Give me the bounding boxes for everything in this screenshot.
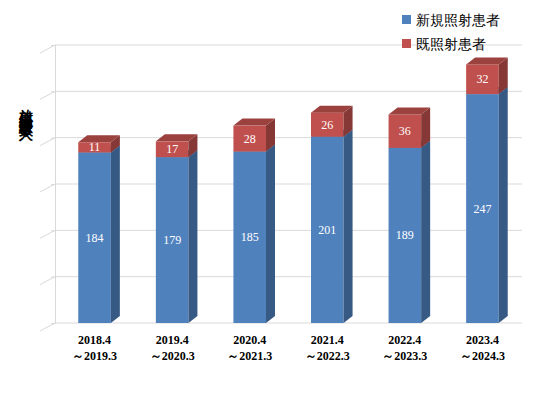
y-tick-mark <box>51 91 55 92</box>
bar-side <box>421 108 430 148</box>
x-axis: 2018.4～2019.3 2019.4～2020.3 2020.4～2021.3 2… <box>56 323 523 363</box>
bar-top <box>466 57 508 64</box>
y-axis-line <box>51 46 56 324</box>
x-tick-label: 2023.4～2024.3 <box>460 333 505 363</box>
legend-item: 新規照射患者 <box>402 13 500 28</box>
bar <box>78 152 111 323</box>
data-label: 185 <box>241 230 259 244</box>
x-tick-label: 2020.4～2021.3 <box>227 333 272 363</box>
x-tick-label: 2019.4～2020.3 <box>150 333 195 363</box>
data-labels: 184 11 179 17 185 28 201 26 189 36 247 32 <box>86 72 492 247</box>
x-tick: 2020.4～2021.3 <box>227 323 272 363</box>
data-label: 26 <box>321 118 333 132</box>
data-label: 201 <box>318 223 336 237</box>
y-tick-mark <box>51 230 55 231</box>
data-label: 184 <box>86 231 104 245</box>
bar <box>156 141 189 157</box>
bar-top <box>389 108 431 115</box>
x-tick: 2023.4～2024.3 <box>460 323 505 363</box>
x-tick-label: 2021.4～2022.3 <box>305 333 350 363</box>
chart: 184 11 179 17 185 28 201 26 189 36 247 32 2018.4～201… <box>0 0 554 395</box>
legend: 新規照射患者既照射患者 <box>402 13 500 52</box>
legend-swatch <box>402 39 411 48</box>
data-label: 28 <box>244 132 256 146</box>
x-tick-label: 2022.4～2023.3 <box>382 333 427 363</box>
legend-swatch <box>402 15 411 24</box>
y-tick <box>51 277 55 278</box>
y-tick-mark <box>51 323 55 324</box>
y-tick-mark <box>51 138 55 139</box>
data-label: 179 <box>163 233 181 247</box>
bar-side <box>111 145 120 323</box>
bar-top <box>156 134 198 141</box>
bar-top <box>233 119 275 126</box>
data-label: 17 <box>166 142 178 156</box>
grid <box>40 45 522 331</box>
data-label: 11 <box>89 140 101 154</box>
bar <box>466 64 499 94</box>
y-tick <box>51 230 55 231</box>
x-tick: 2021.4～2022.3 <box>305 323 350 363</box>
bar <box>466 94 499 323</box>
data-label: 189 <box>396 228 414 242</box>
grid-line <box>40 323 522 331</box>
y-tick <box>51 91 55 92</box>
y-axis <box>51 46 56 324</box>
x-tick-label: 2018.4～2019.3 <box>72 333 117 363</box>
bar-side <box>344 130 353 323</box>
x-tick: 2018.4～2019.3 <box>72 323 117 363</box>
y-tick <box>51 323 55 324</box>
y-tick <box>51 138 55 139</box>
bars <box>78 57 507 323</box>
bar-side <box>499 87 508 323</box>
y-tick <box>51 45 55 46</box>
y-tick-mark <box>51 184 55 185</box>
y-tick-mark <box>51 45 55 46</box>
bar <box>233 126 266 152</box>
bar <box>311 113 344 137</box>
bar-top <box>311 106 353 113</box>
data-label: 36 <box>399 124 411 138</box>
bar <box>389 148 422 323</box>
y-axis-title: 放射線治療患者数（人） <box>18 98 34 142</box>
bar <box>311 137 344 323</box>
bar-side <box>188 150 197 323</box>
legend-label: 新規照射患者 <box>416 13 500 28</box>
y-tick-mark <box>51 277 55 278</box>
bar <box>156 157 189 323</box>
x-tick: 2022.4～2023.3 <box>382 323 427 363</box>
legend-label: 既照射患者 <box>416 37 486 52</box>
data-label: 247 <box>473 202 491 216</box>
grid-line <box>40 91 522 99</box>
y-tick <box>51 184 55 185</box>
data-label: 32 <box>476 72 488 86</box>
bar-side <box>266 145 275 323</box>
bar <box>389 115 422 148</box>
bar-side <box>421 141 430 323</box>
x-tick: 2019.4～2020.3 <box>150 323 195 363</box>
legend-item: 既照射患者 <box>402 37 486 52</box>
bar <box>233 152 266 323</box>
